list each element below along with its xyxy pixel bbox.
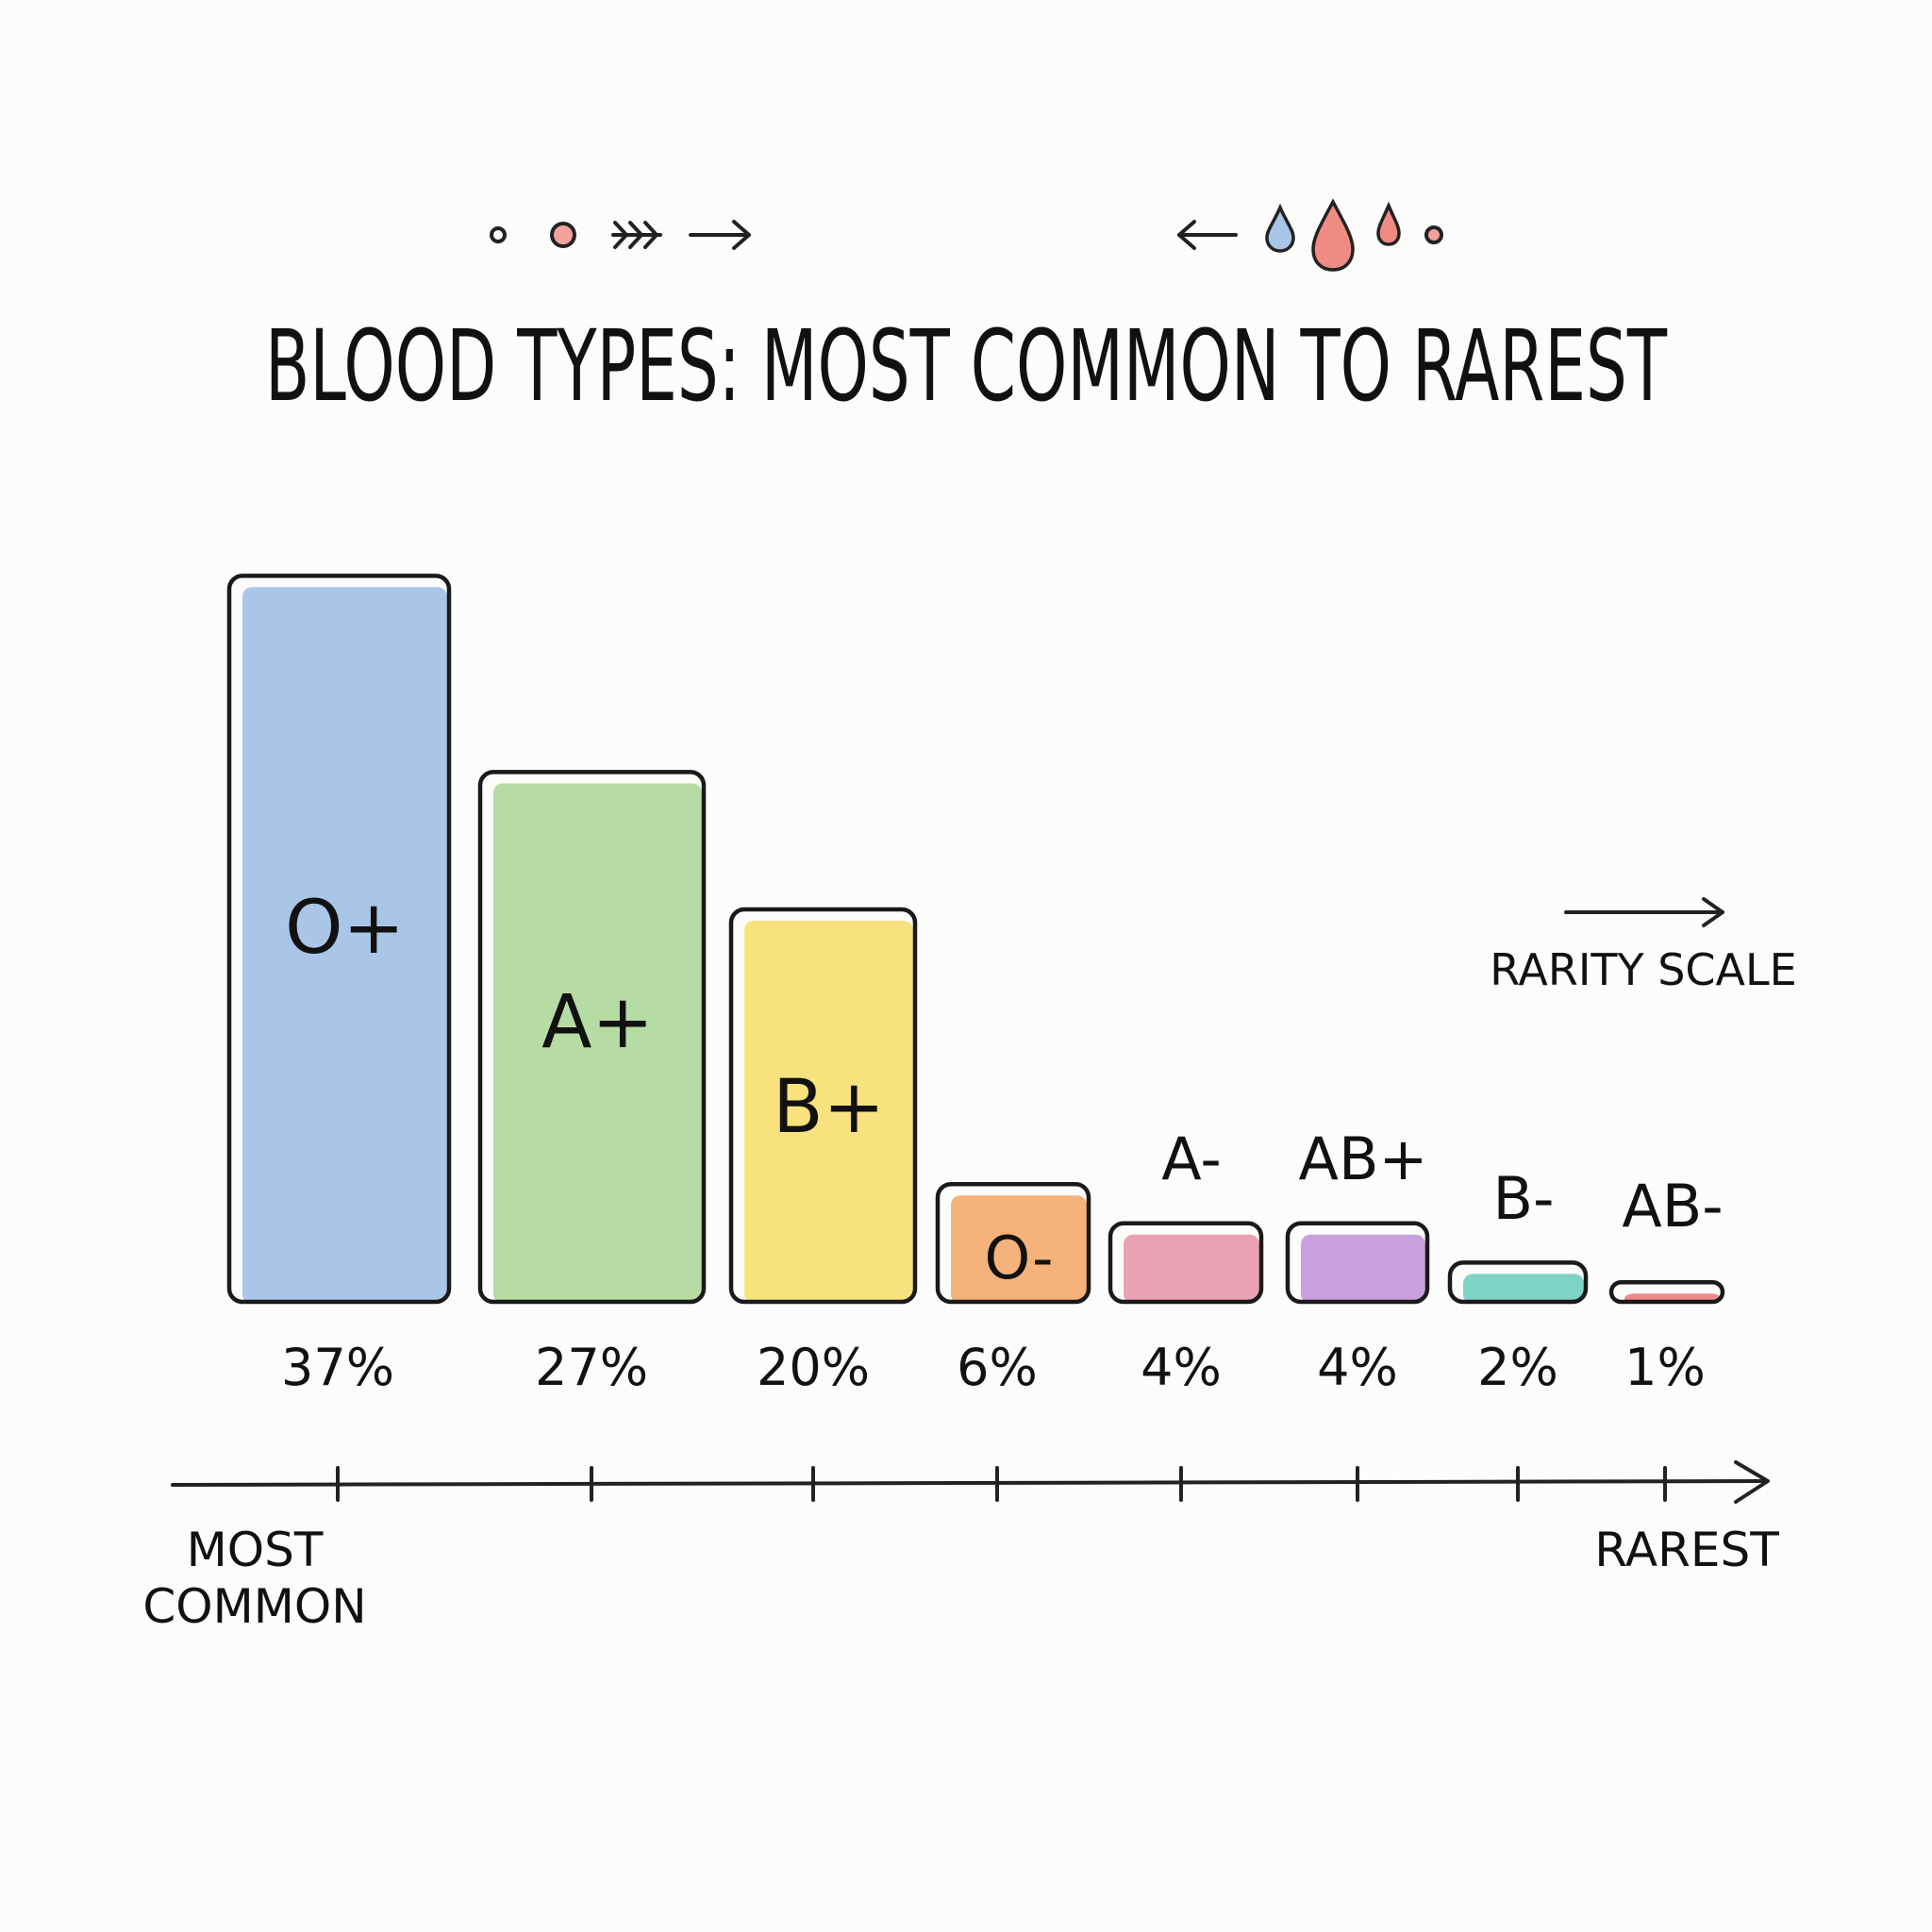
red-circle-icon — [550, 222, 576, 248]
rarity-scale-indicator: RARITY SCALE — [1490, 897, 1797, 995]
blue-drop-icon — [1265, 203, 1295, 253]
bar-fill — [242, 587, 447, 1304]
dot-icon — [1424, 225, 1443, 244]
left-arrow-icon — [1177, 220, 1238, 250]
value-labels-layer: 37% 27% 20% 6% 4% 4% 2% 1% — [281, 1338, 1706, 1397]
bar-group-7: B- — [1447, 1164, 1589, 1305]
bar-fill — [1463, 1274, 1584, 1304]
value-label: 2% — [1477, 1338, 1558, 1397]
bar — [1108, 1221, 1264, 1305]
dot-icon — [490, 226, 507, 243]
bar — [1447, 1260, 1589, 1305]
bar-group-4: O- — [935, 1181, 1091, 1305]
bars-layer: O+ A+ B+ O- A- AB+ B- AB- — [226, 574, 1725, 1305]
value-label: 20% — [757, 1338, 870, 1397]
value-label: 4% — [1141, 1338, 1222, 1397]
bar — [226, 574, 452, 1305]
bar-category-label: AB+ — [1299, 1124, 1428, 1193]
bar-fill — [744, 921, 913, 1304]
axis-start-label-line-2: COMMON — [142, 1579, 366, 1634]
bar — [1285, 1221, 1430, 1305]
fletching-icon — [611, 221, 662, 249]
bar — [477, 770, 707, 1305]
x-axis — [171, 1460, 1770, 1504]
x-axis-ticks — [336, 1466, 1667, 1502]
small-red-drop-icon — [1376, 201, 1401, 246]
x-axis-arrowhead-icon — [1734, 1460, 1770, 1504]
bar-category-label: O+ — [285, 886, 405, 971]
header-decoration-left — [490, 220, 751, 250]
bar-category-label: A- — [1161, 1124, 1221, 1193]
value-label: 4% — [1317, 1338, 1398, 1397]
value-label: 37% — [281, 1338, 394, 1397]
header-decoration-right — [1177, 198, 1443, 272]
bar-category-label: B+ — [773, 1065, 885, 1150]
axis-end-label: RAREST — [1594, 1523, 1779, 1577]
bar-category-label: B- — [1493, 1164, 1555, 1233]
right-arrow-icon — [689, 220, 751, 250]
bar-category-label: A+ — [541, 980, 654, 1065]
bar-group-6: AB+ — [1285, 1124, 1430, 1305]
bar-group-3: B+ — [728, 907, 918, 1305]
bar-group-8: AB- — [1608, 1172, 1725, 1305]
chart-title: BLOOD TYPES: MOST COMMON TO RAREST — [265, 308, 1667, 424]
rarity-scale-arrow-icon — [1564, 897, 1724, 927]
bar — [1608, 1279, 1725, 1305]
bar-fill — [1301, 1234, 1425, 1304]
bar-fill — [1124, 1234, 1259, 1304]
value-label: 1% — [1624, 1338, 1706, 1397]
rarity-scale-label: RARITY SCALE — [1490, 944, 1796, 995]
x-axis-line — [171, 1479, 1768, 1487]
bar — [728, 907, 918, 1305]
bar — [935, 1181, 1091, 1305]
bar-fill — [493, 783, 702, 1304]
bar-group-2: A+ — [477, 770, 707, 1305]
value-label: 6% — [957, 1338, 1038, 1397]
bar-group-5: A- — [1108, 1124, 1264, 1305]
bar-fill — [951, 1195, 1087, 1304]
bar-category-label: AB- — [1622, 1172, 1723, 1241]
bar-category-label: O- — [985, 1224, 1054, 1292]
bar-group-1: O+ — [226, 574, 452, 1305]
value-label: 27% — [535, 1338, 648, 1397]
red-drop-icon — [1311, 198, 1355, 272]
axis-start-label-line-1: MOST — [187, 1523, 324, 1577]
